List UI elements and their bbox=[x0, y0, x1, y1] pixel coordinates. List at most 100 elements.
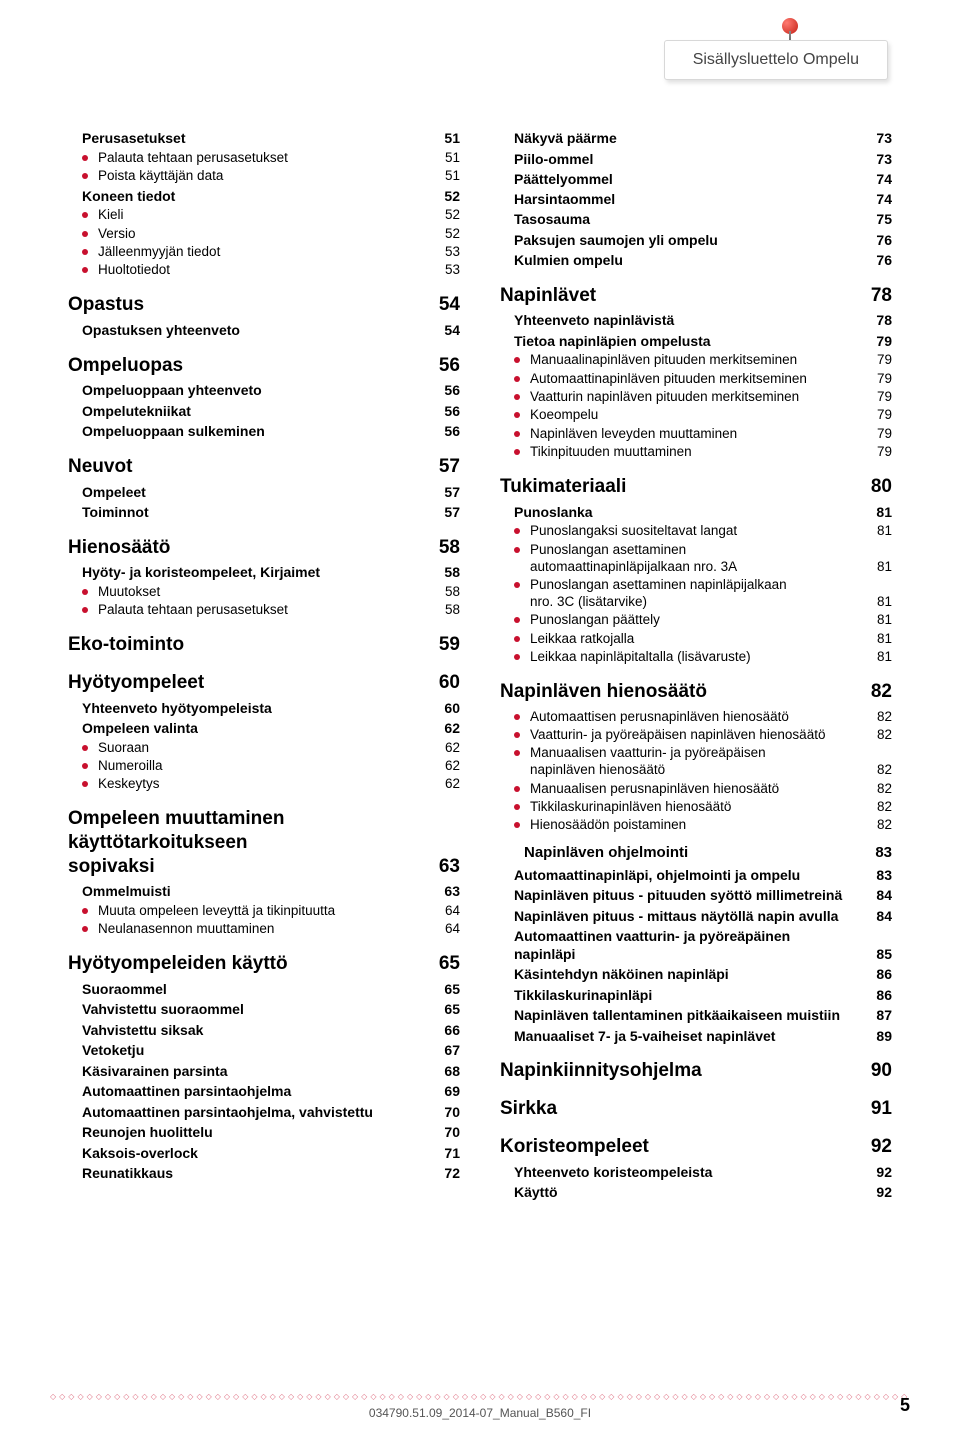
toc-bullet: Punoslangan päättely81 bbox=[500, 612, 892, 629]
bullet-icon bbox=[514, 654, 520, 660]
bullet-icon bbox=[82, 212, 88, 218]
toc-section-h2: Piilo-ommel73 bbox=[500, 151, 892, 169]
toc-section-h2: Ommelmuisti63 bbox=[68, 883, 460, 901]
bullet-icon bbox=[514, 449, 520, 455]
toc-section-h1: Napinläven hienosäätö82 bbox=[500, 680, 892, 704]
toc-bullet: Palauta tehtaan perusasetukset58 bbox=[68, 602, 460, 619]
toc-section-h2: Reunojen huolittelu70 bbox=[68, 1124, 460, 1142]
toc-section-h2: Automaattinen vaatturin- ja pyöreäpäinen… bbox=[500, 928, 892, 963]
toc-section-h2: Ompeluoppaan yhteenveto56 bbox=[68, 382, 460, 400]
bullet-icon bbox=[82, 745, 88, 751]
toc-section-h2: Ompeluoppaan sulkeminen56 bbox=[68, 423, 460, 441]
bullet-icon bbox=[514, 804, 520, 810]
bullet-icon bbox=[514, 636, 520, 642]
bullet-icon bbox=[514, 732, 520, 738]
toc-section-h1: Opastus54 bbox=[68, 293, 460, 317]
bullet-icon bbox=[82, 249, 88, 255]
toc-bullet: Vaatturin- ja pyöreäpäisen napinläven hi… bbox=[500, 727, 892, 744]
toc-bullet: Automaattinapinläven pituuden merkitsemi… bbox=[500, 371, 892, 388]
toc-bullet: Muuta ompeleen leveyttä ja tikinpituutta… bbox=[68, 903, 460, 920]
toc-section-h2: Yhteenveto napinlävistä78 bbox=[500, 312, 892, 330]
toc-section-h2: Napinläven tallentaminen pitkäaikaiseen … bbox=[500, 1007, 892, 1025]
toc-section-h1: Napinlävet78 bbox=[500, 284, 892, 308]
footer: ◇◇◇◇◇◇◇◇◇◇◇◇◇◇◇◇◇◇◇◇◇◇◇◇◇◇◇◇◇◇◇◇◇◇◇◇◇◇◇◇… bbox=[50, 1396, 910, 1410]
toc-bullet: Punoslangan asettaminenautomaattinapinlä… bbox=[500, 542, 892, 576]
toc-bullet: Punoslangan asettaminen napinläpijalkaan… bbox=[500, 577, 892, 611]
bullet-icon bbox=[82, 926, 88, 932]
bullet-icon bbox=[514, 547, 520, 553]
toc-section-h2: Päättelyommel74 bbox=[500, 171, 892, 189]
toc-bullet: Versio52 bbox=[68, 226, 460, 243]
toc-section-h2: Napinläven pituus - pituuden syöttö mill… bbox=[500, 887, 892, 905]
toc-section-h1: Hyötyompeleiden käyttö65 bbox=[68, 952, 460, 976]
bullet-icon bbox=[514, 357, 520, 363]
bullet-icon bbox=[82, 231, 88, 237]
toc-section-h2: Paksujen saumojen yli ompelu76 bbox=[500, 232, 892, 250]
toc-section-h2: Manuaaliset 7- ja 5-vaiheiset napinlävet… bbox=[500, 1028, 892, 1046]
toc-bullet: Suoraan62 bbox=[68, 740, 460, 757]
toc-section-h2: Ompelutekniikat56 bbox=[68, 403, 460, 421]
bullet-icon bbox=[514, 617, 520, 623]
toc-bullet: Poista käyttäjän data51 bbox=[68, 168, 460, 185]
bullet-icon bbox=[514, 412, 520, 418]
bullet-icon bbox=[514, 750, 520, 756]
toc-section-h1: Ompeleen muuttaminen käyttötarkoitukseen… bbox=[68, 807, 460, 878]
toc-section-h2: Automaattinapinläpi, ohjelmointi ja ompe… bbox=[500, 867, 892, 885]
toc-section-h2: Opastuksen yhteenveto54 bbox=[68, 322, 460, 340]
toc-section-h2: Yhteenveto hyötyompeleista60 bbox=[68, 700, 460, 718]
toc-bullet: Napinläven leveyden muuttaminen79 bbox=[500, 426, 892, 443]
bullet-icon bbox=[82, 589, 88, 595]
bullet-icon bbox=[82, 173, 88, 179]
bullet-icon bbox=[514, 431, 520, 437]
toc-section-h2: Ompeleet57 bbox=[68, 484, 460, 502]
toc-section-h2: Toiminnot57 bbox=[68, 504, 460, 522]
bullet-icon bbox=[82, 763, 88, 769]
toc-section-h2: Automaattinen parsintaohjelma, vahvistet… bbox=[68, 1104, 460, 1122]
doc-id: 034790.51.09_2014-07_Manual_B560_FI bbox=[369, 1406, 591, 1420]
toc-section-h2: Napinläven ohjelmointi83 bbox=[500, 844, 892, 863]
toc-bullet: Manuaalisen vaatturin- ja pyöreäpäisenna… bbox=[500, 745, 892, 779]
toc-bullet: Tikkilaskurinapinläven hienosäätö82 bbox=[500, 799, 892, 816]
toc-bullet: Tikinpituuden muuttaminen79 bbox=[500, 444, 892, 461]
toc-section-h1: Tukimateriaali80 bbox=[500, 475, 892, 499]
toc-section-h2: Harsintaommel74 bbox=[500, 191, 892, 209]
bullet-icon bbox=[514, 822, 520, 828]
toc-section-h2: Käsintehdyn näköinen napinläpi86 bbox=[500, 966, 892, 984]
bullet-icon bbox=[514, 394, 520, 400]
toc-section-h1: Koristeompeleet92 bbox=[500, 1135, 892, 1159]
toc-section-h2: Näkyvä päärme73 bbox=[500, 130, 892, 148]
toc-section-h2: Käyttö92 bbox=[500, 1184, 892, 1202]
toc-bullet: Huoltotiedot53 bbox=[68, 262, 460, 279]
bullet-icon bbox=[82, 607, 88, 613]
toc-section-h2: Ompeleen valinta62 bbox=[68, 720, 460, 738]
toc-section-h2: Vetoketju67 bbox=[68, 1042, 460, 1060]
toc-bullet: Palauta tehtaan perusasetukset51 bbox=[68, 150, 460, 167]
toc-bullet: Numeroilla62 bbox=[68, 758, 460, 775]
toc-section-h1: Napinkiinnitysohjelma90 bbox=[500, 1059, 892, 1083]
toc-bullet: Punoslangaksi suositeltavat langat81 bbox=[500, 523, 892, 540]
toc-bullet: Leikkaa napinläpitaltalla (lisävaruste)8… bbox=[500, 649, 892, 666]
bullet-icon bbox=[82, 908, 88, 914]
bullet-icon bbox=[82, 267, 88, 273]
toc-section-h2: Punoslanka81 bbox=[500, 504, 892, 522]
toc-section-h2: Vahvistettu suoraommel65 bbox=[68, 1001, 460, 1019]
bullet-icon bbox=[514, 376, 520, 382]
toc-section-h2: Käsivarainen parsinta68 bbox=[68, 1063, 460, 1081]
page-number: 5 bbox=[900, 1395, 910, 1416]
toc-section-h1: Sirkka91 bbox=[500, 1097, 892, 1121]
bullet-icon bbox=[82, 155, 88, 161]
toc-section-h2: Tikkilaskurinapinläpi86 bbox=[500, 987, 892, 1005]
toc-bullet: Manuaalinapinläven pituuden merkitsemine… bbox=[500, 352, 892, 369]
toc-section-h1: Neuvot57 bbox=[68, 455, 460, 479]
toc-section-h2: Tasosauma75 bbox=[500, 211, 892, 229]
toc-section-h1: Eko-toiminto59 bbox=[68, 633, 460, 657]
toc-bullet: Neulanasennon muuttaminen64 bbox=[68, 921, 460, 938]
toc-section-h2: Yhteenveto koristeompeleista92 bbox=[500, 1164, 892, 1182]
bullet-icon bbox=[514, 714, 520, 720]
toc-section-h2: Napinläven pituus - mittaus näytöllä nap… bbox=[500, 908, 892, 926]
toc-bullet: Koeompelu79 bbox=[500, 407, 892, 424]
toc-section-h2: Kulmien ompelu76 bbox=[500, 252, 892, 270]
toc-section-h2: Koneen tiedot52 bbox=[68, 188, 460, 206]
toc-bullet: Keskeytys62 bbox=[68, 776, 460, 793]
toc-bullet: Kieli52 bbox=[68, 207, 460, 224]
